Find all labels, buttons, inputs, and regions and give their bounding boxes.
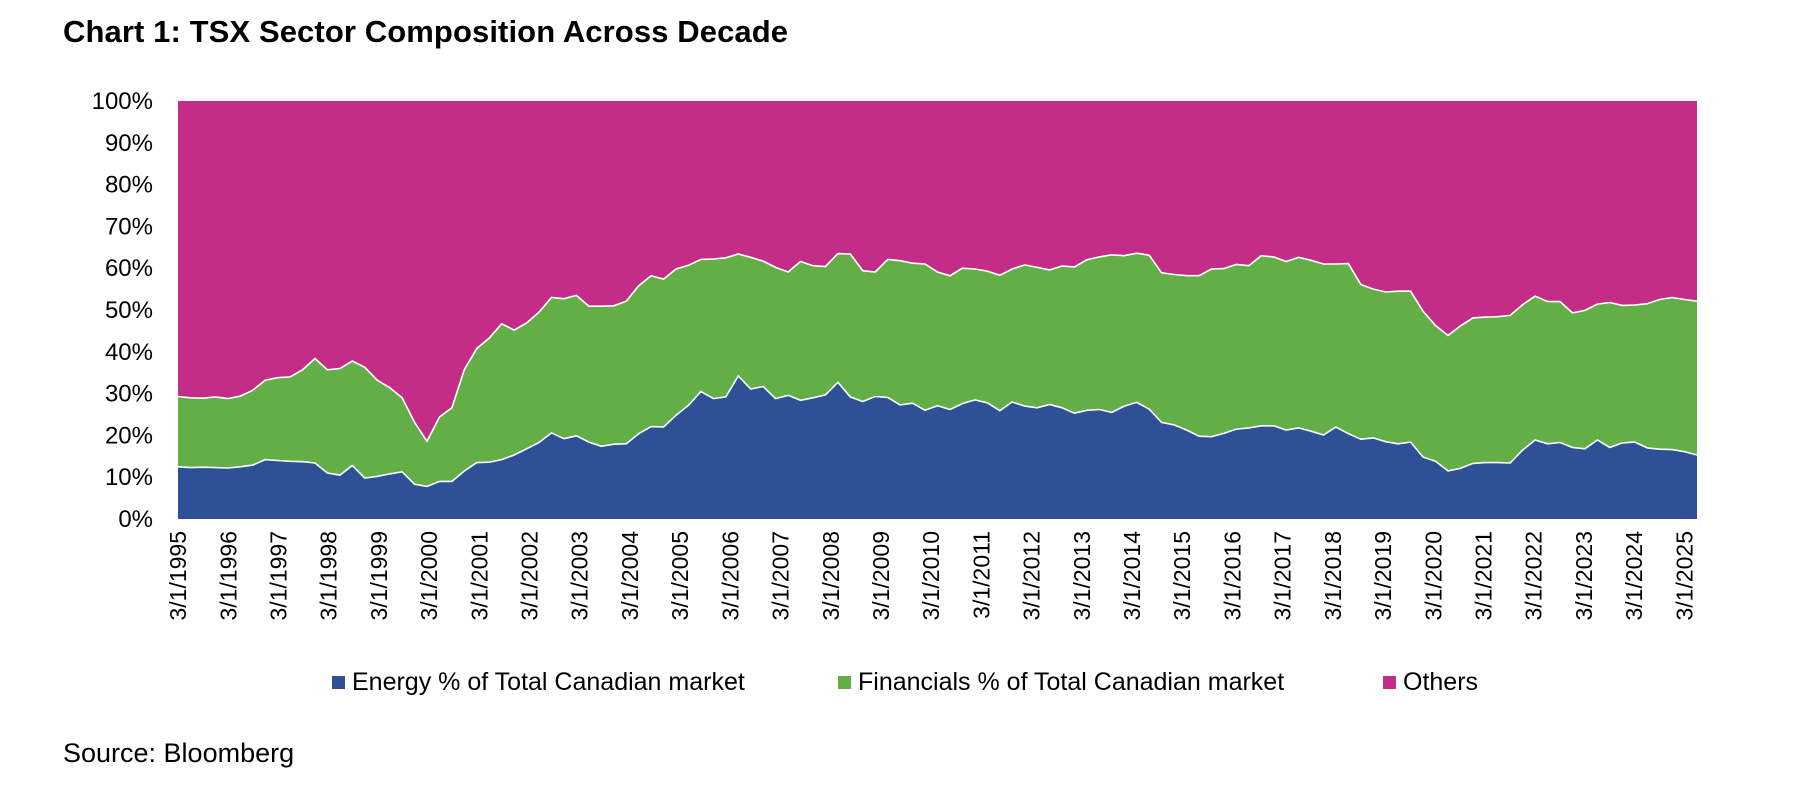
stacked-area-chart: 0% 10% 20% 30% 40% 50% 60% 70% 80% 90% 100% 3/1/19… bbox=[92, 88, 1698, 621]
x-tick-label: 3/1/2009 bbox=[868, 531, 894, 621]
x-tick-label: 3/1/2011 bbox=[968, 531, 994, 619]
x-tick-label: 3/1/1997 bbox=[266, 531, 292, 621]
x-tick-label: 3/1/2012 bbox=[1019, 531, 1045, 621]
x-tick-label: 3/1/2010 bbox=[918, 531, 944, 621]
legend: Energy % of Total Canadian market Financ… bbox=[0, 668, 1800, 704]
y-tick-label: 20% bbox=[105, 422, 153, 449]
x-tick-label: 3/1/2013 bbox=[1069, 531, 1095, 621]
x-tick-label: 3/1/2003 bbox=[567, 531, 593, 621]
x-tick-label: 3/1/2001 bbox=[466, 531, 492, 621]
x-tick-label: 3/1/2020 bbox=[1420, 531, 1446, 621]
x-tick-label: 3/1/2023 bbox=[1571, 531, 1597, 621]
legend-item-energy: Energy % of Total Canadian market bbox=[332, 668, 745, 697]
x-axis: 3/1/1995 3/1/1996 3/1/1997 3/1/1998 3/1/1999… bbox=[165, 531, 1697, 621]
x-tick-label: 3/1/2002 bbox=[517, 531, 543, 621]
y-axis: 0% 10% 20% 30% 40% 50% 60% 70% 80% 90% 100% bbox=[92, 88, 153, 533]
y-tick-label: 50% bbox=[105, 297, 153, 324]
x-tick-label: 3/1/2022 bbox=[1521, 531, 1547, 621]
area-series-energy bbox=[178, 376, 1697, 519]
x-tick-label: 3/1/2015 bbox=[1169, 531, 1195, 621]
area-series-financials bbox=[178, 253, 1697, 487]
series-boundary-line-financials bbox=[177, 252, 1698, 443]
chart-title: Chart 1: TSX Sector Composition Across D… bbox=[63, 14, 789, 49]
legend-swatch-others bbox=[1383, 676, 1396, 689]
y-tick-label: 10% bbox=[105, 464, 153, 491]
x-tick-label: 3/1/2008 bbox=[818, 531, 844, 621]
x-tick-label: 3/1/2007 bbox=[768, 531, 794, 621]
legend-item-others: Others bbox=[1383, 668, 1478, 697]
y-tick-label: 80% bbox=[105, 172, 153, 199]
x-tick-label: 3/1/2004 bbox=[617, 531, 643, 621]
area-layer bbox=[177, 101, 1698, 519]
x-tick-label: 3/1/1998 bbox=[316, 531, 342, 621]
x-tick-label: 3/1/2017 bbox=[1270, 531, 1296, 621]
x-tick-label: 3/1/1996 bbox=[215, 531, 241, 621]
y-tick-label: 0% bbox=[118, 506, 153, 533]
legend-item-financials: Financials % of Total Canadian market bbox=[838, 668, 1284, 697]
legend-label-financials: Financials % of Total Canadian market bbox=[858, 668, 1285, 696]
x-tick-label: 3/1/2019 bbox=[1370, 531, 1396, 621]
x-tick-label: 3/1/2000 bbox=[416, 531, 442, 621]
x-tick-label: 3/1/1995 bbox=[165, 531, 191, 621]
x-tick-label: 3/1/2018 bbox=[1320, 531, 1346, 621]
y-tick-label: 40% bbox=[105, 339, 153, 366]
legend-swatch-financials bbox=[838, 676, 851, 689]
x-tick-label: 3/1/2014 bbox=[1119, 531, 1145, 621]
x-tick-label: 3/1/2021 bbox=[1471, 531, 1497, 621]
x-tick-label: 3/1/2025 bbox=[1671, 531, 1697, 621]
x-tick-label: 3/1/1999 bbox=[366, 531, 392, 621]
y-tick-label: 90% bbox=[105, 130, 153, 157]
x-tick-label: 3/1/2006 bbox=[717, 531, 743, 621]
x-tick-label: 3/1/2005 bbox=[667, 531, 693, 621]
source-note: Source: Bloomberg bbox=[63, 738, 295, 768]
x-tick-label: 3/1/2024 bbox=[1621, 531, 1647, 621]
legend-label-others: Others bbox=[1403, 668, 1479, 696]
series-boundary-line-energy bbox=[177, 374, 1698, 488]
y-tick-label: 100% bbox=[92, 88, 153, 115]
y-tick-label: 60% bbox=[105, 255, 153, 282]
y-tick-label: 70% bbox=[105, 213, 153, 240]
x-tick-label: 3/1/2016 bbox=[1220, 531, 1246, 621]
y-tick-label: 30% bbox=[105, 381, 153, 408]
legend-label-energy: Energy % of Total Canadian market bbox=[352, 668, 745, 696]
legend-swatch-energy bbox=[332, 676, 345, 689]
